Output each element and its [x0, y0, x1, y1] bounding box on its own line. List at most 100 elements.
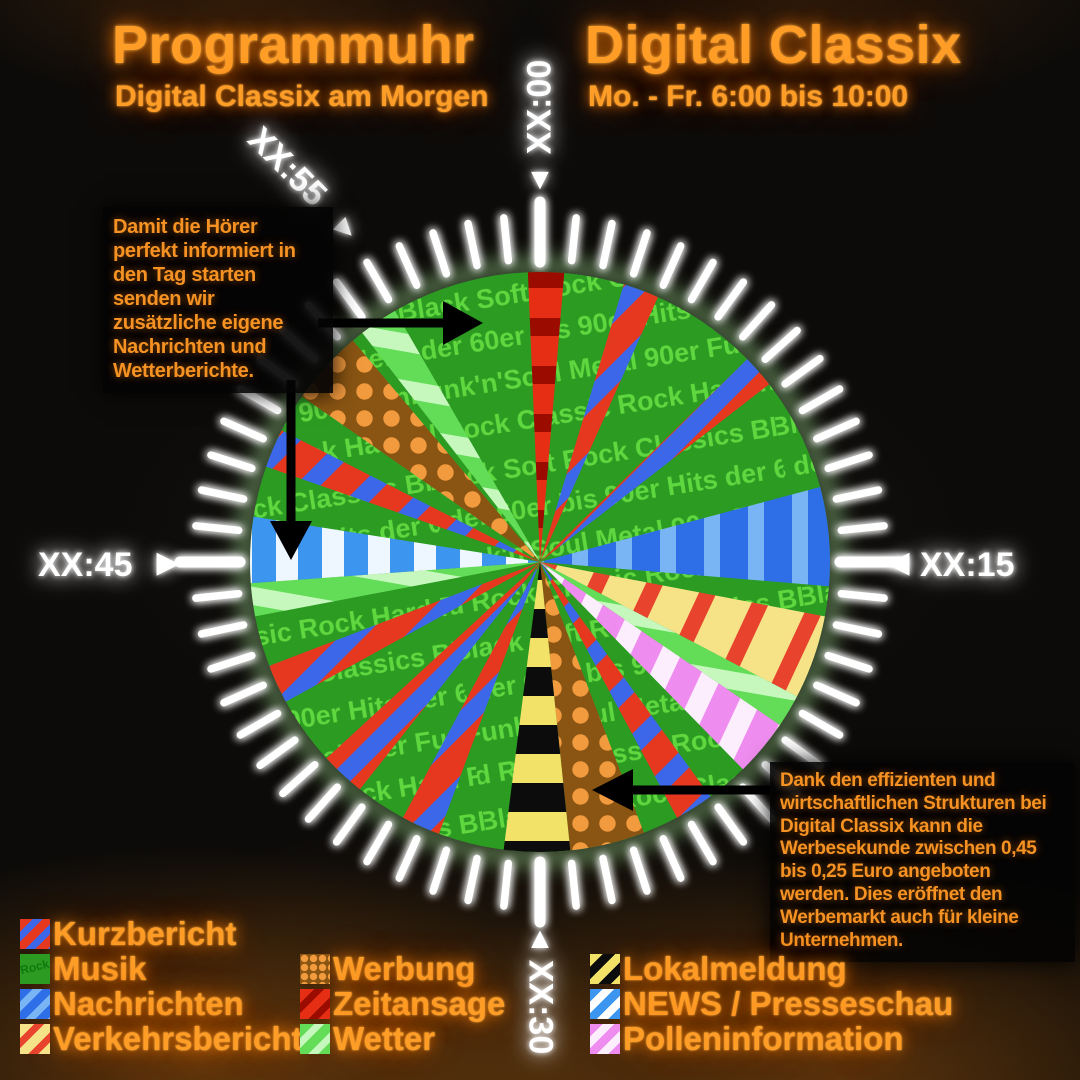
- legend-swatch-polleninformation: [590, 1023, 620, 1054]
- tick-minute-29: [567, 859, 580, 910]
- wedge-kurzbericht: [266, 430, 540, 562]
- tick-minute-44: [192, 589, 243, 602]
- tick-minute-19: [813, 681, 860, 707]
- tick-minute-7: [738, 301, 776, 341]
- marker-triangle-xx00-icon: ▼: [525, 163, 555, 196]
- marker-triangle-xx45-icon: ▶: [156, 546, 180, 579]
- tick-minute-33: [429, 846, 451, 895]
- legend-label-werbung: Werbung: [333, 949, 476, 987]
- legend-label-musik: Musik: [53, 949, 147, 987]
- tick-minute-6: [714, 278, 748, 321]
- legend-item-zeitansage: Zeitansage: [300, 984, 506, 1022]
- tick-minute-37: [304, 783, 342, 823]
- tick-minute-17: [832, 621, 883, 638]
- legend-label-zeitansage: Zeitansage: [333, 984, 506, 1022]
- minute-tick-ring: [174, 196, 906, 928]
- tick-minute-57: [429, 229, 451, 278]
- legend-column-2: Werbung Zeitansage Wetter: [300, 949, 506, 1057]
- marker-triangle-xx15-icon: ◀: [886, 546, 910, 579]
- wedge-kurzbericht: [540, 284, 658, 562]
- tick-minute-58: [464, 219, 481, 270]
- tick-minute-12: [824, 451, 873, 473]
- legend-swatch-kurzbericht: [20, 918, 50, 949]
- legend-swatch-werbung: [300, 953, 330, 984]
- wedge-news-presseschau: [250, 516, 540, 584]
- legend-label-verkehrsbericht: Verkehrsbericht: [53, 1019, 303, 1057]
- clock-label-xx00: XX:00: [520, 59, 559, 155]
- tick-minute-42: [207, 651, 256, 673]
- tick-minute-1: [567, 214, 580, 265]
- wedge-kurzbericht: [540, 359, 770, 562]
- legend-swatch-wetter: [300, 1023, 330, 1054]
- tick-minute-35: [363, 820, 393, 866]
- legend-swatch-musik: Rock: [20, 953, 50, 984]
- tick-minute-16: [837, 589, 888, 602]
- station-title: Digital Classix: [585, 15, 962, 75]
- tick-minute-25: [687, 820, 717, 866]
- tick-minute-41: [220, 681, 267, 707]
- tick-minute-56: [395, 242, 421, 289]
- tick-minute-48: [207, 451, 256, 473]
- tick-minute-55: [363, 258, 393, 304]
- page-subtitle: Digital Classix am Morgen: [115, 80, 489, 113]
- legend-column-3: Lokalmeldung NEWS / Presseschau Pollenin…: [590, 949, 954, 1057]
- tick-minute-47: [197, 486, 248, 503]
- annotation-advertising: Dank den effizienten und wirtschaftliche…: [770, 762, 1075, 963]
- legend-swatch-verkehrsbericht: [20, 1023, 50, 1054]
- wedge-kurzbericht: [402, 562, 540, 834]
- arrow-to-wetter-wedge: [318, 301, 483, 345]
- legend-label-news-presseschau: NEWS / Presseschau: [623, 984, 954, 1022]
- tick-minute-4: [659, 242, 685, 289]
- legend-item-kurzbericht: Kurzbericht: [20, 915, 302, 952]
- page-title: Programmuhr: [112, 15, 475, 75]
- wedge-kurzbericht: [540, 562, 711, 818]
- wedge-kurzbericht: [326, 562, 540, 790]
- tick-minute-9: [781, 354, 824, 388]
- legend-label-polleninformation: Polleninformation: [623, 1019, 904, 1057]
- legend-swatch-zeitansage: [300, 988, 330, 1019]
- tick-minute-31: [500, 859, 513, 910]
- musik-swatch-texture-text: Rock: [20, 956, 50, 977]
- tick-minute-59: [500, 214, 513, 265]
- tick-minute-13: [832, 486, 883, 503]
- tick-minute-28: [599, 854, 616, 905]
- wedge-zeitansage: [527, 271, 565, 562]
- wedge-wetter: [540, 562, 797, 725]
- tick-minute-27: [629, 846, 651, 895]
- legend-label-lokalmeldung: Lokalmeldung: [623, 949, 847, 987]
- tick-minute-3: [629, 229, 651, 278]
- wedge-polleninformation: [540, 562, 780, 770]
- legend-item-nachrichten: Nachrichten: [20, 985, 302, 1022]
- legend-swatch-news-presseschau: [590, 988, 620, 1019]
- tick-minute-36: [332, 803, 366, 846]
- program-pie: [250, 271, 830, 852]
- tick-minute-26: [659, 835, 685, 882]
- annotation-arrows: [270, 301, 775, 811]
- wedge-kurzbericht: [269, 562, 540, 702]
- legend-item-lokalmeldung: Lokalmeldung: [590, 949, 953, 987]
- arrow-to-werbung-wedge: [592, 769, 775, 811]
- legend-item-news-presseschau: NEWS / Presseschau: [590, 984, 954, 1022]
- tick-minute-5: [687, 258, 717, 304]
- annotation-morning-news: Damit die Hörer perfekt informiert in de…: [103, 207, 333, 393]
- legend-item-musik: Rock Musik: [20, 949, 302, 987]
- legend-item-wetter: Wetter: [300, 1020, 505, 1057]
- wedge-wetter: [362, 310, 540, 562]
- legend-item-polleninformation: Polleninformation: [590, 1019, 953, 1057]
- broadcast-time: Mo. - Fr. 6:00 bis 10:00: [588, 80, 909, 113]
- tick-minute-20: [798, 709, 844, 739]
- clock-label-xx45: XX:45: [38, 546, 133, 584]
- tick-minute-8: [761, 326, 801, 364]
- tick-minute-49: [220, 417, 267, 443]
- legend-swatch-lokalmeldung: [590, 953, 620, 984]
- clock-label-xx30: XX:30: [521, 959, 560, 1055]
- legend-item-verkehrsbericht: Verkehrsbericht: [20, 1019, 303, 1057]
- arrow-to-news-wedge: [270, 380, 312, 560]
- tick-minute-46: [192, 522, 243, 535]
- tick-minute-32: [464, 854, 481, 905]
- legend-swatch-nachrichten: [20, 988, 50, 1019]
- tick-minute-18: [824, 651, 873, 673]
- tick-minute-40: [236, 709, 282, 739]
